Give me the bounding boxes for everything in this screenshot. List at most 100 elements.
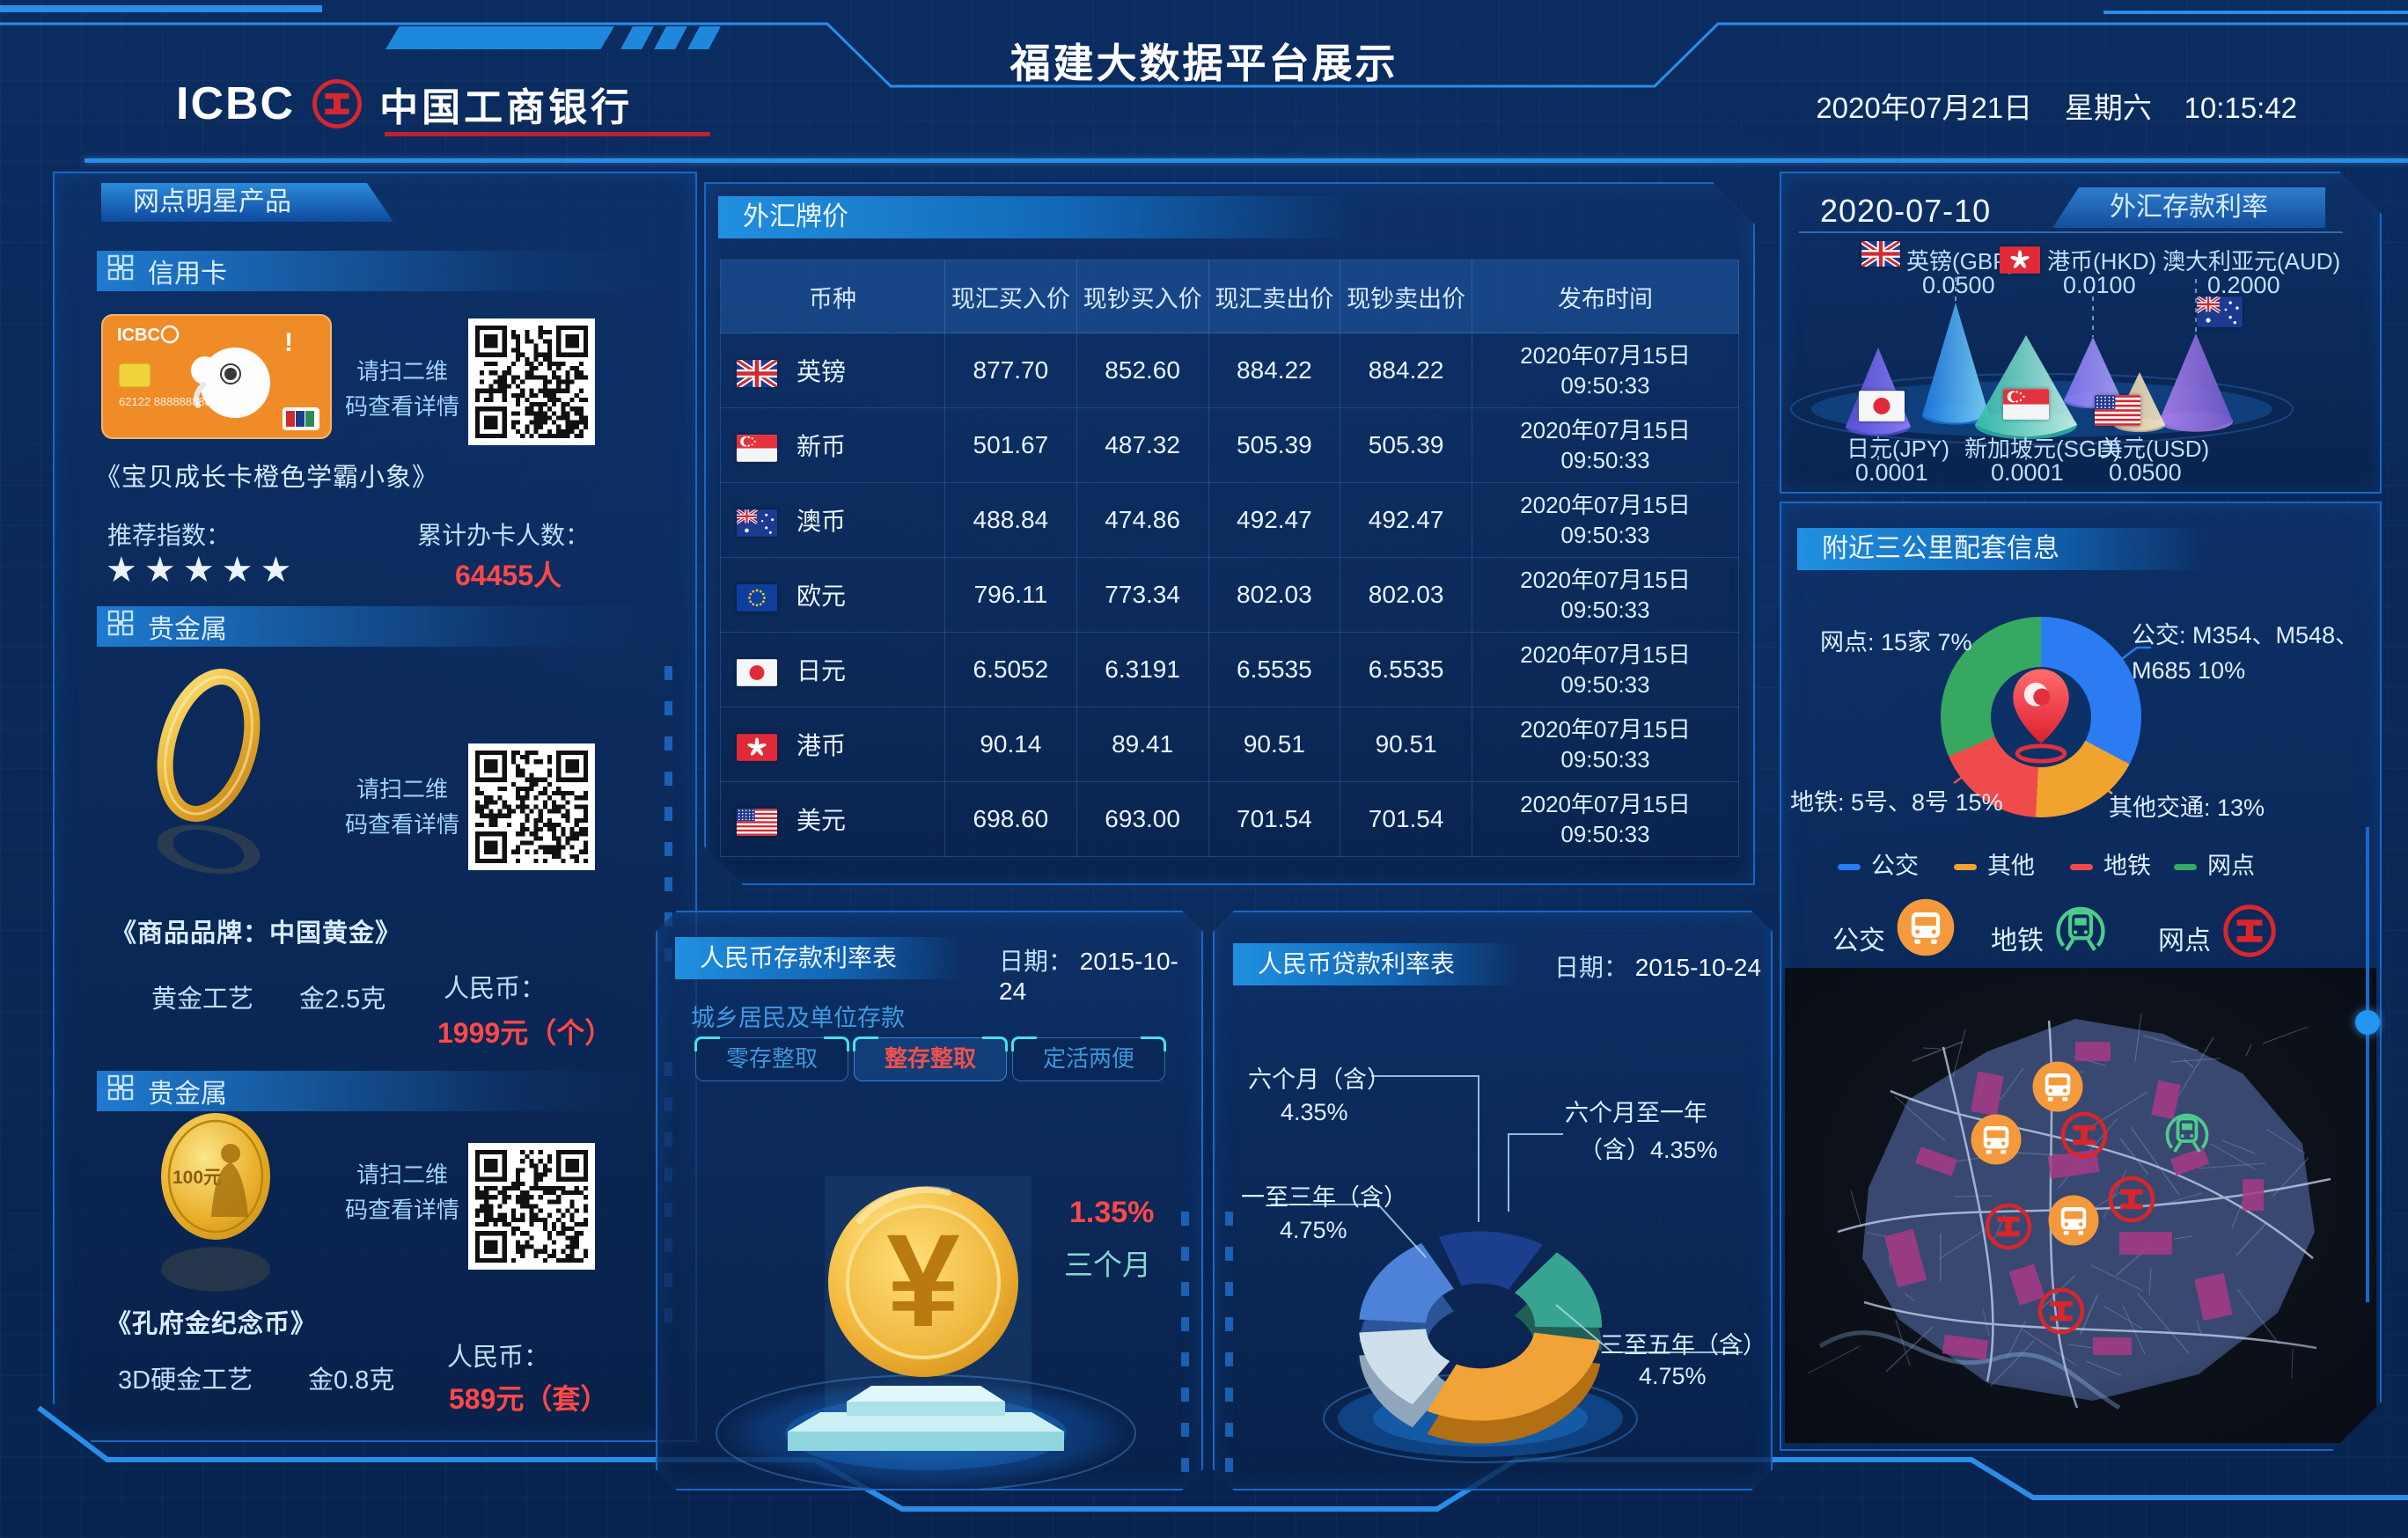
legend-item-bus: 公交 — [1838, 846, 1919, 881]
currency-rate: 0.0001 — [1855, 459, 1928, 486]
table-row: 港币 90.14 89.41 90.51 90.51 2020年07月15日 09:50:3… — [721, 707, 1739, 782]
tab-dinghuoliangbian[interactable]: 定活两便 — [1012, 1037, 1165, 1081]
count-value: 64455人 — [455, 560, 562, 591]
column-header: 现汇买入价 — [945, 260, 1077, 333]
currency-name: 美元(USD) — [2100, 436, 2210, 462]
rate-cell: 884.22 — [1208, 333, 1340, 408]
logo-text: ICBC — [176, 78, 296, 129]
weight-text: 金2.5克 — [299, 985, 386, 1014]
ladder-ornament — [1225, 1212, 1233, 1476]
currency-name: 澳大利亚元(AUD) — [2162, 248, 2341, 275]
gold-coin-image: 100元 — [150, 1108, 282, 1293]
currency-name: 日元(JPY) — [1846, 436, 1950, 462]
rate-cell: 487.32 — [1076, 408, 1208, 483]
scrollbar-track[interactable] — [2366, 827, 2369, 1302]
bank-name: 中国工商银行 — [379, 86, 634, 129]
logo: ICBC 中国工商银行 — [176, 76, 633, 132]
table-row: 澳币 488.84 474.86 492.47 492.47 2020年07月15日 09:… — [721, 483, 1739, 558]
map-legend-bus-label: 公交 — [1832, 926, 1885, 956]
craft-text: 黄金工艺 — [151, 985, 254, 1014]
location-pin-icon — [1999, 664, 2083, 766]
publish-time-cell: 2020年07月15日 09:50:33 — [1472, 408, 1739, 483]
currency-name: 澳币 — [797, 508, 847, 535]
deco-stripe — [385, 26, 614, 49]
date-value: 2015-10-24 — [1634, 954, 1762, 981]
publish-time-cell: 2020年07月15日 09:50:33 — [1472, 333, 1739, 408]
loan-rate: 4.75% — [1639, 1363, 1707, 1389]
section-header-precious-metal: 贵金属 — [97, 606, 657, 647]
map-marker-bus — [2033, 1062, 2083, 1112]
map-marker-icbc — [2063, 1114, 2105, 1156]
logo-underline — [385, 132, 710, 136]
deposit-subtitle: 城乡居民及单位存款 — [691, 1005, 905, 1031]
section-header-precious-metal: 贵金属 — [97, 1071, 657, 1111]
publish-time-cell: 2020年07月15日 09:50:33 — [1472, 558, 1739, 633]
week-text: 星期六 — [2064, 92, 2152, 124]
currency-name: 英镑(GBP) — [1906, 248, 2016, 275]
loan-label: 六个月（含） — [1248, 1066, 1391, 1093]
nearby-donut-chart — [1941, 617, 2141, 817]
grid-icon — [107, 254, 134, 288]
currency-name: 日元 — [797, 657, 847, 685]
rate-cell: 90.51 — [1340, 707, 1472, 782]
rate-cell: 802.03 — [1340, 558, 1472, 633]
flag-us-icon — [2095, 395, 2140, 426]
svg-text:62122 8888888888888: 62122 8888888888888 — [119, 395, 237, 408]
panel-tab-fx-deposit: 外汇存款利率 — [2052, 187, 2325, 228]
date-text: 2020年07月21日 — [1816, 92, 2033, 124]
icbc-logo-icon — [309, 76, 365, 132]
fx-rates-panel: 外汇牌价 币种 现汇买入价 现钞买入价 现汇卖出价 现钞卖出价 发布时间 英镑 877.70… — [704, 182, 1755, 885]
loan-date: 日期： 2015-10-24 — [1554, 948, 1761, 984]
donut-label-bus: 公交: M354、M548、 M685 10% — [2132, 622, 2360, 684]
rate-cell: 6.5535 — [1208, 633, 1340, 707]
column-header: 现汇卖出价 — [1208, 260, 1340, 333]
fx-deposit-cone-chart — [1781, 173, 2380, 492]
publish-time-cell: 2020年07月15日 09:50:33 — [1472, 633, 1739, 707]
donut-label-metro: 地铁: 5号、8号 15% — [1790, 789, 2003, 816]
loan-donut-chart — [1215, 912, 1771, 1489]
tab-zhengcunzhengqu[interactable]: 整存整取 — [854, 1037, 1007, 1081]
rate-cell: 701.54 — [1208, 782, 1340, 857]
publish-time-cell: 2020年07月15日 09:50:33 — [1472, 707, 1739, 782]
svg-text:¥: ¥ — [886, 1206, 959, 1354]
currency-name: 港币 — [797, 732, 847, 759]
panel-title-loan: 人民币贷款利率表 — [1233, 943, 1522, 985]
legend-item-metro: 地铁 — [2070, 846, 2151, 881]
currency-rate: 0.0500 — [2109, 459, 2182, 486]
tab-underline — [1799, 231, 2343, 233]
rating-stars: ★★★★★ — [106, 551, 299, 590]
legend-item-other: 其他 — [1954, 846, 2035, 881]
currency-rate: 0.2000 — [2207, 272, 2280, 298]
map-marker-icbc — [1987, 1205, 2030, 1248]
panel-title-nearby: 附近三公里配套信息 — [1797, 528, 2209, 570]
scan-hint: 请扫二维 码查看详情 — [344, 776, 459, 838]
svg-text:!: ! — [284, 328, 293, 357]
rate-cell: 6.5535 — [1340, 633, 1472, 707]
ladder-ornament — [1181, 1212, 1189, 1476]
gold-ring-image — [138, 653, 279, 899]
metro-icon — [2051, 899, 2111, 959]
rate-cell: 877.70 — [945, 333, 1077, 408]
tab-lingcunzhengqu[interactable]: 零存整取 — [695, 1037, 848, 1081]
price-label: 人民币： — [444, 975, 547, 1003]
rate-cell: 796.11 — [945, 558, 1077, 633]
map-marker-icbc — [2040, 1290, 2082, 1332]
currency-name: 新加坡元(SGD) — [1964, 436, 2121, 462]
credit-card-image: ICBC ! 62122 8888888888888 — [101, 314, 332, 439]
flag-jp-icon — [1859, 391, 1905, 421]
svg-text:100元: 100元 — [173, 1168, 222, 1188]
column-header: 现钞买入价 — [1076, 260, 1208, 333]
map-marker-bus — [1971, 1115, 2022, 1165]
datetime: 2020年07月21日 星期六 10:15:42 — [1816, 84, 2297, 127]
column-header: 发布时间 — [1472, 260, 1739, 333]
flag-au-icon — [2197, 297, 2243, 327]
map-marker-metro — [2168, 1116, 2207, 1152]
table-row: 新币 501.67 487.32 505.39 505.39 2020年07月15日 09:… — [721, 408, 1739, 483]
qr-code — [468, 1143, 595, 1270]
page-title: 福建大数据平台展示 — [1009, 40, 1399, 86]
rate-cell: 6.3191 — [1076, 633, 1208, 707]
deposit-coin-chart: ¥ — [657, 912, 1201, 1489]
rate-cell: 802.03 — [1208, 558, 1340, 633]
scrollbar-thumb[interactable] — [2355, 1010, 2380, 1035]
deposit-term: 三个月 — [1064, 1249, 1151, 1281]
